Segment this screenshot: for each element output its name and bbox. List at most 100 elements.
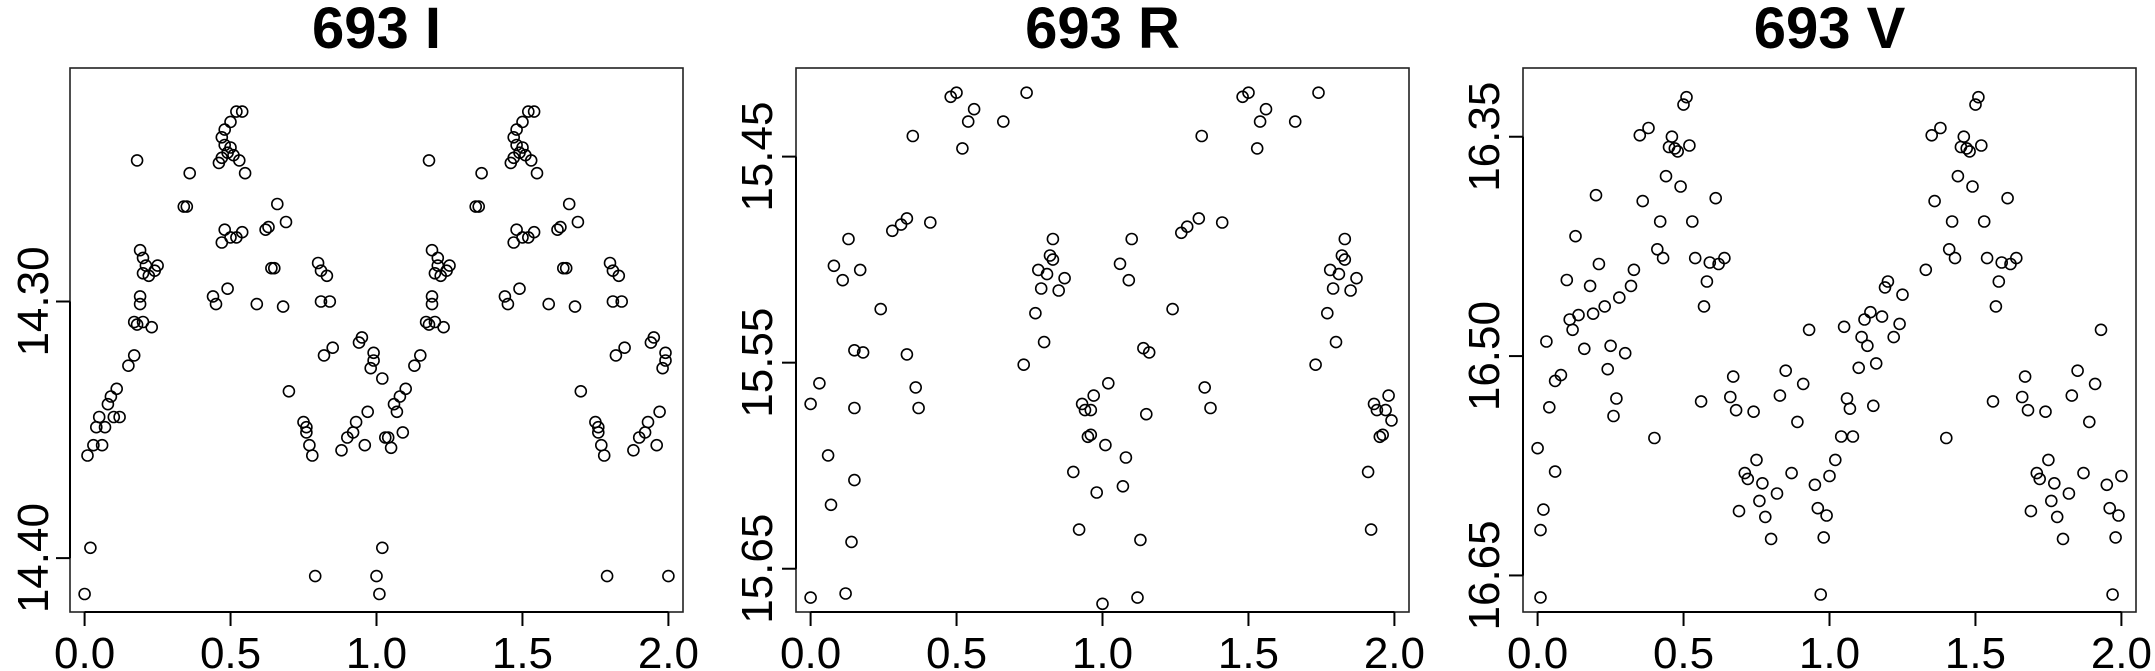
data-point — [1119, 451, 1133, 464]
data-point — [2042, 453, 2055, 467]
y-tick-label: 14.40 — [9, 503, 58, 613]
data-point — [1732, 504, 1746, 518]
data-point — [408, 359, 421, 373]
data-point — [206, 290, 220, 303]
data-point — [662, 569, 675, 583]
data-point — [510, 223, 523, 236]
data-point — [122, 359, 135, 373]
data-point — [1925, 129, 1938, 142]
data-point — [1166, 302, 1179, 316]
data-point — [1867, 399, 1880, 413]
data-point — [475, 166, 488, 180]
data-point — [1253, 115, 1267, 128]
data-point — [1881, 275, 1895, 288]
data-point — [361, 405, 375, 419]
data-point — [627, 443, 640, 457]
data-point — [1131, 591, 1144, 604]
data-point — [413, 349, 427, 362]
data-point — [133, 290, 147, 303]
x-tick-label: 0.5 — [200, 629, 261, 671]
data-point — [1861, 339, 1874, 353]
data-point — [419, 315, 433, 329]
data-point — [1843, 402, 1857, 416]
data-point — [375, 541, 389, 555]
data-point — [1992, 275, 2006, 288]
data-point — [1084, 403, 1098, 417]
data-point — [1963, 145, 1976, 158]
data-point — [1875, 310, 1889, 323]
data-point — [1811, 501, 1825, 515]
data-point — [422, 318, 436, 331]
data-point — [527, 105, 541, 118]
data-point — [906, 129, 920, 143]
data-point — [1142, 346, 1156, 359]
data-point — [1668, 142, 1682, 155]
data-point — [422, 154, 436, 167]
data-point — [221, 282, 234, 296]
data-point — [1180, 220, 1194, 233]
data-point — [1680, 90, 1693, 104]
data-points — [1531, 90, 2128, 604]
data-point — [1309, 358, 1322, 372]
data-point — [209, 297, 223, 311]
data-point — [1534, 591, 1547, 604]
data-point — [1134, 533, 1147, 547]
data-point — [1046, 253, 1060, 266]
data-point — [1531, 441, 1544, 455]
data-point — [1034, 282, 1048, 295]
data-point — [1572, 308, 1585, 322]
data-point — [1072, 523, 1086, 536]
data-point — [909, 381, 923, 394]
data-point — [2056, 532, 2070, 546]
data-point — [1989, 300, 2003, 313]
data-point — [1376, 428, 1389, 442]
data-point — [1934, 121, 1947, 135]
data-point — [2033, 472, 2046, 486]
data-point — [393, 390, 407, 403]
data-point — [554, 220, 567, 234]
data-point — [238, 166, 252, 180]
data-point — [431, 251, 445, 265]
data-point — [827, 259, 841, 273]
data-point — [323, 295, 337, 308]
data-point — [1364, 523, 1378, 536]
data-point — [530, 166, 544, 180]
data-point — [428, 266, 442, 280]
data-point — [1665, 130, 1679, 143]
data-point — [1338, 232, 1352, 246]
data-point — [2083, 415, 2096, 429]
data-point — [95, 438, 109, 452]
data-point — [2010, 251, 2023, 265]
data-point — [516, 115, 529, 129]
data-point — [507, 131, 521, 144]
data-point — [303, 438, 316, 452]
data-point — [1636, 194, 1649, 208]
data-point — [1385, 414, 1398, 427]
data-point — [1534, 523, 1547, 537]
data-point — [1671, 145, 1684, 158]
data-point — [1796, 377, 1810, 391]
data-point — [1823, 469, 1836, 483]
plot-frame — [1522, 67, 2137, 613]
data-point — [1770, 487, 1784, 500]
data-point — [437, 320, 450, 334]
data-point — [1329, 335, 1343, 349]
data-point — [956, 142, 969, 155]
data-point — [1379, 403, 1392, 417]
data-point — [1724, 390, 1737, 404]
data-point — [364, 361, 378, 375]
data-point — [276, 300, 290, 313]
data-point — [1601, 362, 1614, 376]
data-point — [127, 349, 141, 362]
data-point — [1537, 503, 1550, 516]
data-point — [1288, 115, 1302, 128]
data-point — [183, 166, 196, 180]
data-point — [618, 341, 631, 355]
data-point — [1087, 389, 1100, 402]
data-point — [233, 154, 246, 167]
data-point — [2039, 405, 2052, 419]
y-tick-label: 15.65 — [733, 514, 782, 624]
data-point — [136, 266, 150, 280]
data-point — [1040, 267, 1054, 281]
data-point — [1808, 478, 1822, 492]
